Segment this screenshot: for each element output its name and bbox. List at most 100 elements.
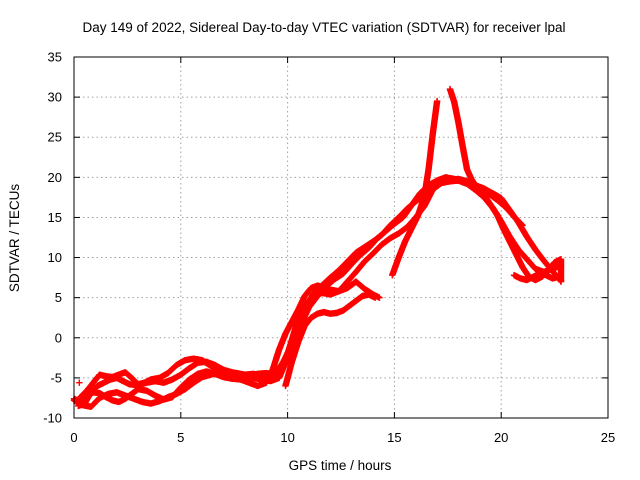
- data-point-run: [128, 374, 141, 387]
- series-outlier: [76, 379, 83, 386]
- data-point-run: [87, 395, 103, 410]
- data-point-run: [322, 276, 338, 290]
- data-point-run: [344, 250, 359, 265]
- data-point-run: [361, 238, 376, 251]
- data-point-run: [395, 239, 408, 261]
- data-point: [557, 257, 565, 264]
- data-point-run: [357, 245, 372, 259]
- data-point-run: [395, 224, 410, 237]
- data-point-run: [186, 371, 201, 383]
- data-point-run: [348, 252, 363, 268]
- data-point-run: [295, 323, 308, 345]
- data-point-run: [506, 207, 522, 225]
- series-track-7: [446, 85, 565, 284]
- series-track-4: [70, 177, 565, 410]
- data-point-run: [346, 298, 359, 309]
- data-point-run: [275, 351, 291, 378]
- data-point-run: [386, 230, 402, 242]
- y-tick-label: 15: [48, 210, 62, 225]
- data-point-run: [177, 365, 192, 378]
- x-tick-label: 20: [494, 430, 508, 445]
- data-point-run: [515, 246, 530, 262]
- data-point-run: [301, 315, 314, 329]
- x-tick-label: 15: [387, 430, 401, 445]
- data-point-run: [275, 331, 289, 354]
- y-axis-label: SDTVAR / TECUs: [7, 184, 22, 293]
- data-point-run: [87, 383, 101, 396]
- data-point-run: [523, 255, 539, 272]
- y-tick-label: 35: [48, 50, 62, 65]
- data-point-run: [352, 278, 368, 292]
- data-point-run: [282, 319, 295, 337]
- data-point-run: [474, 185, 487, 198]
- data-point-run: [523, 233, 539, 253]
- data-point-run: [506, 238, 519, 257]
- data-point-run: [352, 258, 368, 276]
- y-tick-label: 0: [55, 330, 62, 345]
- data-point-run: [544, 259, 558, 274]
- data-point-run: [404, 198, 419, 212]
- data-point-run: [429, 98, 441, 137]
- data-point: [371, 294, 379, 301]
- data-point-run: [186, 359, 201, 372]
- data-point-run: [455, 119, 466, 150]
- y-tick-label: -5: [50, 370, 62, 385]
- data-point-run: [468, 175, 481, 192]
- data-point-run: [369, 232, 385, 245]
- x-tick-label: 0: [70, 430, 77, 445]
- data-point-run: [369, 242, 385, 257]
- data-point-run: [352, 293, 365, 305]
- data-point-run: [339, 302, 353, 314]
- data-point-run: [282, 359, 295, 390]
- data-point-run: [378, 222, 393, 239]
- data-point-run: [480, 191, 494, 208]
- data-point-run: [177, 376, 192, 391]
- data-point-run: [352, 244, 368, 256]
- x-tick-label: 10: [280, 430, 294, 445]
- y-tick-label: 10: [48, 250, 62, 265]
- data-point-run: [83, 380, 96, 394]
- data-point-run: [500, 225, 513, 244]
- data-point-run: [318, 274, 333, 289]
- data-points-layer: [70, 85, 565, 410]
- x-tick-label: 5: [177, 430, 184, 445]
- data-point-run: [489, 190, 504, 202]
- data-point-run: [395, 205, 410, 221]
- data-point: [76, 379, 83, 386]
- data-point: [433, 97, 441, 105]
- data-point-run: [284, 323, 300, 358]
- data-point-run: [532, 246, 547, 264]
- data-point-run: [295, 293, 308, 313]
- data-point-run: [164, 362, 180, 377]
- plot-frame: [73, 56, 609, 419]
- data-point-run: [451, 98, 462, 126]
- data-point-run: [493, 211, 507, 232]
- data-point-run: [301, 293, 316, 309]
- data-point-run: [301, 285, 314, 300]
- data-point-run: [512, 251, 526, 270]
- data-point-run: [459, 143, 471, 172]
- data-point-run: [414, 194, 428, 220]
- data-point-run: [487, 201, 500, 217]
- data-point-run: [190, 374, 205, 386]
- data-point-run: [386, 214, 402, 229]
- y-tick-label: 25: [48, 130, 62, 145]
- data-point-run: [331, 270, 346, 283]
- series-track-6: [389, 97, 441, 279]
- data-point-run: [463, 180, 479, 193]
- data-point-run: [181, 379, 197, 393]
- y-tick-label: 20: [48, 170, 62, 185]
- data-point-run: [425, 130, 436, 173]
- chart-title: Day 149 of 2022, Sidereal Day-to-day VTE…: [83, 20, 566, 35]
- data-point-run: [307, 310, 321, 321]
- data-point-run: [122, 369, 135, 381]
- series-track-2: [75, 174, 526, 410]
- y-tick-label: 5: [55, 290, 62, 305]
- data-point-run: [498, 194, 513, 213]
- data-point-run: [378, 235, 393, 248]
- data-point-run: [515, 219, 530, 240]
- data-point-run: [77, 388, 90, 401]
- x-axis-label: GPS time / hours: [289, 458, 392, 473]
- data-point-run: [519, 263, 532, 280]
- tick-layer: 0 5 10 15 20 25 -10 -5 0 5 10 15 20 25 30 35: [43, 50, 615, 446]
